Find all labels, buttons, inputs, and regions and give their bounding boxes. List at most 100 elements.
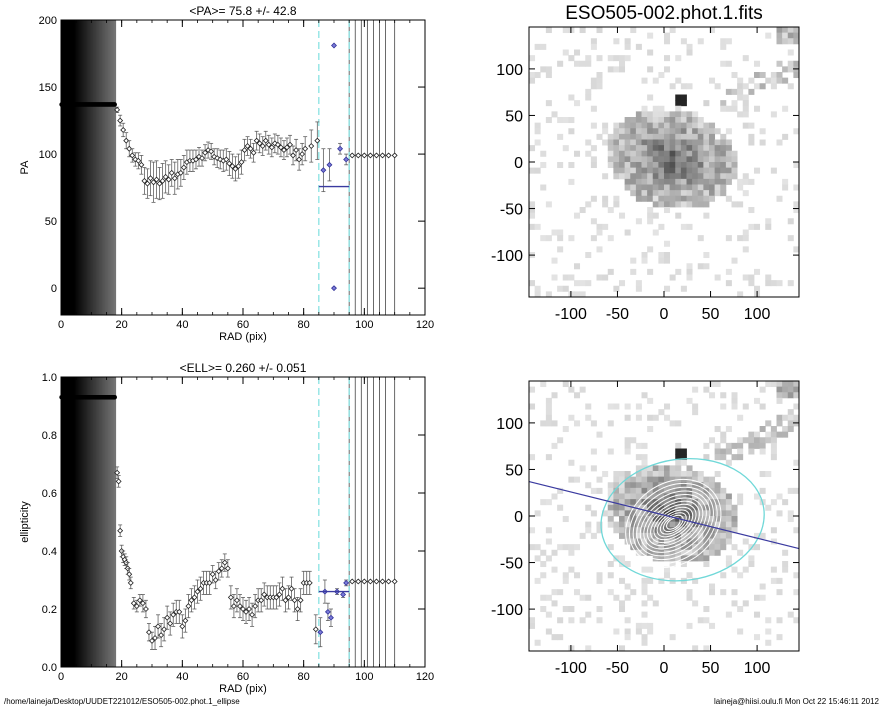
image-pixel [551, 111, 558, 118]
image-title: ESO505-002.phot.1.fits [565, 3, 763, 24]
image-pixel [641, 532, 648, 539]
image-pixel [669, 184, 676, 191]
image-pixel [607, 516, 614, 523]
shaded-band [76, 20, 79, 315]
image-pixel [697, 510, 704, 517]
shaded-band [89, 377, 92, 667]
image-pixel [669, 482, 676, 489]
image-pixel [641, 487, 648, 494]
image-pixel [529, 280, 536, 287]
image-pixel [680, 544, 687, 551]
image-pixel [765, 639, 772, 646]
image-pixel [782, 414, 789, 421]
image-pixel [607, 133, 614, 140]
image-pixel [596, 83, 603, 90]
image-pixel [652, 195, 659, 202]
image-pixel [776, 60, 783, 67]
image-pixel [579, 27, 586, 34]
image-pixel [765, 617, 772, 624]
image-pixel [742, 178, 749, 185]
image-pixel [748, 442, 755, 449]
image-pixel [742, 437, 749, 444]
image-pixel [742, 566, 749, 573]
x-tick-label: 100 [355, 671, 373, 683]
shaded-band [74, 20, 77, 315]
data-point [196, 153, 202, 160]
image-pixel [686, 184, 693, 191]
data-point [379, 152, 386, 159]
image-pixel [703, 195, 710, 202]
image-pixel [725, 167, 732, 174]
image-pixel [630, 156, 637, 163]
image-pixel [692, 122, 699, 129]
image-pixel [697, 162, 704, 169]
shaded-band [65, 20, 68, 315]
image-pixel [675, 111, 682, 118]
image-pixel [585, 527, 592, 534]
image-pixel [658, 184, 665, 191]
image-pixel [692, 471, 699, 478]
image-pixel [714, 521, 721, 528]
image-pixel [551, 274, 558, 281]
image-pixel [540, 549, 547, 556]
image-pixel [686, 549, 693, 556]
image-pixel [664, 257, 671, 264]
image-pixel [641, 471, 648, 478]
image-pixel [641, 639, 648, 646]
image-pixel [669, 145, 676, 152]
image-pixel [624, 594, 631, 601]
image-pixel [787, 27, 794, 34]
image-pixel [782, 178, 789, 185]
image-pixel [641, 482, 648, 489]
image-pixel [669, 133, 676, 140]
data-point [164, 614, 171, 621]
image-pixel [748, 133, 755, 140]
image-pixel [754, 83, 761, 90]
shaded-band [71, 20, 74, 315]
image-pixel [776, 431, 783, 438]
data-point [361, 152, 368, 159]
image-pixel [641, 77, 648, 84]
shaded-band [106, 377, 109, 667]
image-pixel [759, 437, 766, 444]
image-pixel [709, 139, 716, 146]
image-pixel [529, 544, 536, 551]
image-pixel [630, 178, 637, 185]
image-pixel [776, 634, 783, 641]
image-pixel [787, 487, 794, 494]
image-pixel [635, 128, 642, 135]
image-pixel [630, 173, 637, 180]
image-pixel [776, 27, 783, 34]
image-pixel [686, 117, 693, 124]
shaded-band [64, 377, 67, 667]
image-pixel [703, 442, 710, 449]
image-pixel [787, 510, 794, 517]
image-pixel [658, 493, 665, 500]
image-pixel [641, 122, 648, 129]
data-point [367, 152, 374, 159]
shaded-band [61, 20, 64, 315]
image-pixel [568, 549, 575, 556]
image-pixel [737, 499, 744, 506]
image-pixel [692, 150, 699, 157]
image-pixel [647, 268, 654, 275]
data-point [218, 565, 225, 572]
image-pixel [619, 577, 626, 584]
image-pixel [557, 229, 564, 236]
image-pixel [568, 128, 575, 135]
image-pixel [635, 111, 642, 118]
shaded-band [111, 377, 114, 667]
data-point [221, 559, 228, 566]
image-pixel [585, 88, 592, 95]
image-pixel [686, 145, 693, 152]
image-pixel [590, 448, 597, 455]
data-point [223, 156, 230, 163]
image-pixel [686, 195, 693, 202]
image-pixel [664, 414, 671, 421]
data-point [240, 606, 246, 612]
image-pixel [692, 145, 699, 152]
image-pixel [770, 442, 777, 449]
image-pixel [787, 218, 794, 225]
